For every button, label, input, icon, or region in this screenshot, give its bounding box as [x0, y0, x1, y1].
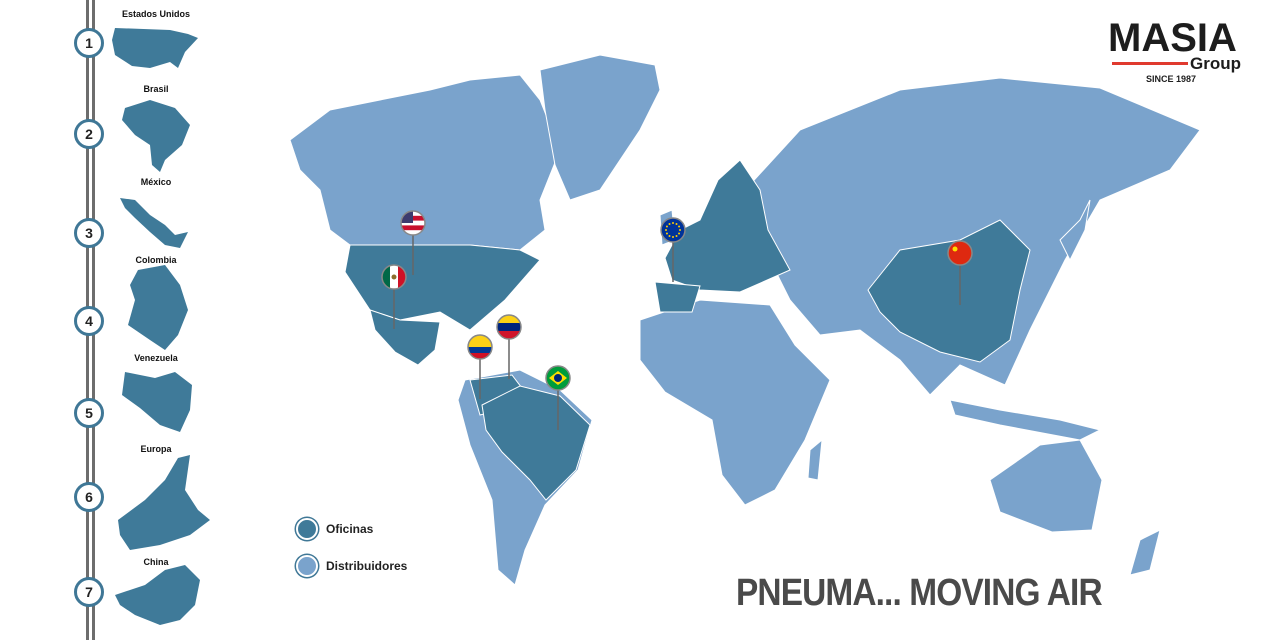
timeline-label: Venezuela [134, 353, 178, 363]
mini-map-europe [118, 455, 210, 550]
legend-distributors: Distribuidores [296, 555, 407, 577]
mini-map-china [115, 565, 200, 625]
mexico-pin [381, 264, 407, 329]
brazil-region [481, 385, 591, 501]
pin-border [660, 217, 686, 243]
timeline-step: 3 [74, 218, 104, 248]
mini-map-venezuela [122, 372, 192, 432]
eu-pin [660, 217, 686, 282]
brazil-pin [545, 365, 571, 430]
legend-offices: Oficinas [296, 518, 373, 540]
timeline-step: 7 [74, 577, 104, 607]
mini-map-usa [112, 28, 198, 68]
new-zealand [1129, 529, 1161, 576]
madagascar [807, 438, 823, 481]
timeline-label: México [140, 177, 172, 187]
colombia-pin [467, 334, 493, 399]
africa [639, 299, 831, 506]
timeline-step: 4 [74, 306, 104, 336]
colombia-flag-icon [468, 335, 492, 359]
china-pin [947, 240, 973, 305]
japan [1059, 199, 1091, 262]
pin-border [467, 334, 493, 360]
pin-border [400, 210, 426, 236]
china-region [867, 219, 1031, 363]
brand-name: MASIA [1108, 16, 1237, 60]
europe-region [664, 159, 791, 293]
pin-border [496, 314, 522, 340]
mini-map-mexico [120, 198, 188, 248]
venezuela-flag-icon [497, 315, 521, 339]
legend-offices-swatch [296, 518, 318, 540]
timeline-label: Estados Unidos [121, 9, 190, 19]
brand-underline [1112, 62, 1188, 65]
legend-distributors-swatch [296, 555, 318, 577]
pin-border [381, 264, 407, 290]
mini-maps [112, 28, 210, 625]
iberia-region [654, 281, 701, 313]
legend-offices-label: Oficinas [326, 522, 374, 536]
timeline-label: China [143, 557, 169, 567]
brand-logo: MASIA Group SINCE 1987 [1108, 16, 1248, 84]
timeline-label: Colombia [135, 255, 177, 265]
brand-sub: Group [1190, 54, 1241, 73]
venezuela-pin [496, 314, 522, 379]
pin-border [947, 240, 973, 266]
mexico-flag-icon [382, 265, 406, 289]
timeline-step: 1 [74, 28, 104, 58]
brand-since: SINCE 1987 [1146, 74, 1197, 84]
australia [989, 439, 1103, 533]
slogan: PNEUMA... MOVING AIR [736, 572, 1103, 614]
timeline-step: 5 [74, 398, 104, 428]
mini-map-colombia [128, 265, 188, 350]
timeline-label: Brasil [143, 84, 169, 94]
timeline-step: 2 [74, 119, 104, 149]
greenland [539, 54, 661, 201]
north-america [289, 74, 561, 251]
indonesia [949, 399, 1102, 441]
legend-distributors-label: Distribuidores [326, 559, 408, 573]
timeline-step: 6 [74, 482, 104, 512]
usa-pin [400, 210, 426, 275]
timeline-label: Europa [140, 444, 172, 454]
mexico-region [369, 309, 441, 366]
pins [381, 210, 973, 430]
mini-map-brazil [122, 100, 190, 172]
pin-border [545, 365, 571, 391]
